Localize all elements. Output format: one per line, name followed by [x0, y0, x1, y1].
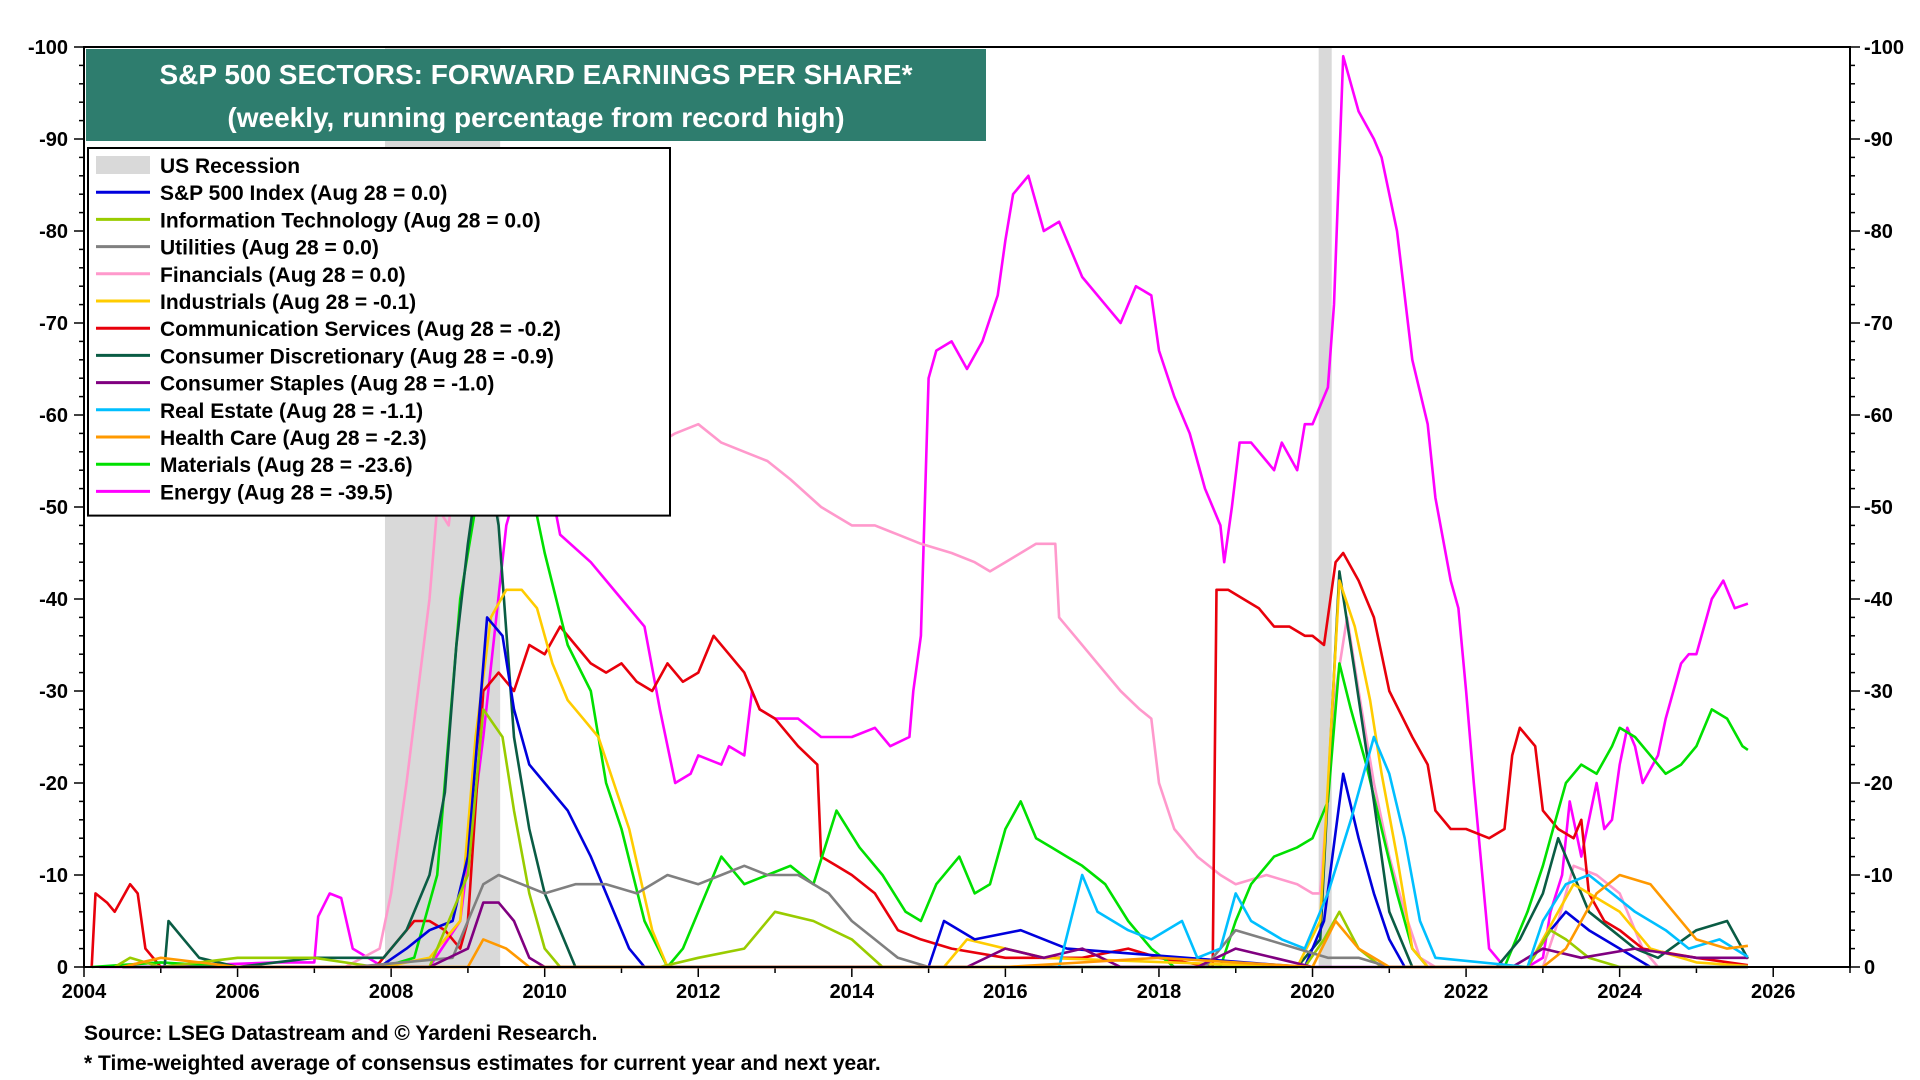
legend-label: S&P 500 Index (Aug 28 = 0.0) [160, 182, 447, 205]
y-tick-label-left: -30 [39, 681, 68, 703]
plot-frame [83, 46, 1851, 968]
legend-label: Consumer Discretionary (Aug 28 = -0.9) [160, 345, 554, 368]
series-line [383, 579, 1748, 969]
legend-label-recession: US Recession [160, 155, 300, 178]
legend-label: Energy (Aug 28 = -39.5) [160, 481, 393, 504]
series-line [91, 413, 1749, 969]
series-line [122, 864, 1748, 969]
footnote: * Time-weighted average of consensus est… [84, 1052, 881, 1075]
x-tick-label: 2022 [1444, 981, 1489, 1003]
tick-labels: 2004 2006 2008 2010 2012 2014 2016 2018 2020 2022… [28, 37, 1904, 1003]
series-line [122, 873, 1749, 969]
y-tick-label-left: 0 [57, 957, 68, 979]
x-tick-label: 2008 [369, 981, 414, 1003]
series-line [99, 54, 1749, 969]
y-tick-label-right: -70 [1864, 313, 1893, 335]
y-tick-label-right: -100 [1864, 37, 1904, 59]
x-tick-label: 2026 [1751, 981, 1796, 1003]
x-tick-label: 2006 [215, 981, 260, 1003]
y-tick-label-right: -40 [1864, 589, 1893, 611]
y-tick-label-left: -10 [39, 865, 68, 887]
y-tick-label-right: -50 [1864, 497, 1893, 519]
legend-label: Materials (Aug 28 = -23.6) [160, 454, 413, 477]
series-line [114, 708, 1748, 969]
legend-label: Industrials (Aug 28 = -0.1) [160, 291, 416, 314]
x-tick-label: 2012 [676, 981, 721, 1003]
legend-label: Communication Services (Aug 28 = -0.2) [160, 318, 561, 341]
x-tick-label: 2018 [1137, 981, 1182, 1003]
y-tick-label-left: -20 [39, 773, 68, 795]
series-line [90, 551, 1749, 969]
legend-label: Health Care (Aug 28 = -2.3) [160, 427, 427, 450]
y-tick-label-left: -70 [39, 313, 68, 335]
y-tick-label-right: -80 [1864, 221, 1893, 243]
y-tick-label-right: -90 [1864, 129, 1893, 151]
source-note: Source: LSEG Datastream and © Yardeni Re… [84, 1022, 597, 1045]
y-tick-label-right: -30 [1864, 681, 1893, 703]
x-tick-label: 2014 [830, 981, 875, 1003]
y-tick-label-left: -80 [39, 221, 68, 243]
legend-label: Utilities (Aug 28 = 0.0) [160, 237, 379, 260]
legend: US Recession S&P 500 Index (Aug 28 = 0.0)… [87, 147, 671, 517]
series-line [122, 432, 1750, 969]
x-tick-label: 2016 [983, 981, 1028, 1003]
y-tick-label-right: -10 [1864, 865, 1893, 887]
legend-label: Consumer Staples (Aug 28 = -1.0) [160, 373, 494, 396]
title-box: S&P 500 SECTORS: FORWARD EARNINGS PER SH… [86, 49, 986, 141]
series-line [122, 901, 1748, 969]
legend-box [87, 147, 671, 517]
y-tick-label-left: -50 [39, 497, 68, 519]
y-tick-label-left: -60 [39, 405, 68, 427]
x-tick-label: 2024 [1597, 981, 1642, 1003]
y-tick-label-left: -40 [39, 589, 68, 611]
legend-label: Financials (Aug 28 = 0.0) [160, 264, 406, 287]
y-tick-label-right: 0 [1864, 957, 1875, 979]
x-tick-label: 2020 [1290, 981, 1335, 1003]
series-line [378, 616, 1748, 969]
y-tick-label-right: -60 [1864, 405, 1893, 427]
y-tick-label-left: -100 [28, 37, 68, 59]
title-background [86, 49, 986, 141]
axes [74, 46, 1860, 977]
y-tick-label-left: -90 [39, 129, 68, 151]
recession-band [1318, 47, 1332, 967]
x-tick-label: 2004 [62, 981, 107, 1003]
series-line [1057, 735, 1749, 969]
legend-swatch-recession [96, 156, 150, 174]
x-tick-label: 2010 [522, 981, 567, 1003]
chart-subtitle: (weekly, running percentage from record … [227, 102, 844, 133]
y-tick-label-right: -20 [1864, 773, 1893, 795]
legend-label: Real Estate (Aug 28 = -1.1) [160, 400, 423, 423]
chart-title: S&P 500 SECTORS: FORWARD EARNINGS PER SH… [159, 59, 912, 90]
legend-label: Information Technology (Aug 28 = 0.0) [160, 209, 541, 232]
